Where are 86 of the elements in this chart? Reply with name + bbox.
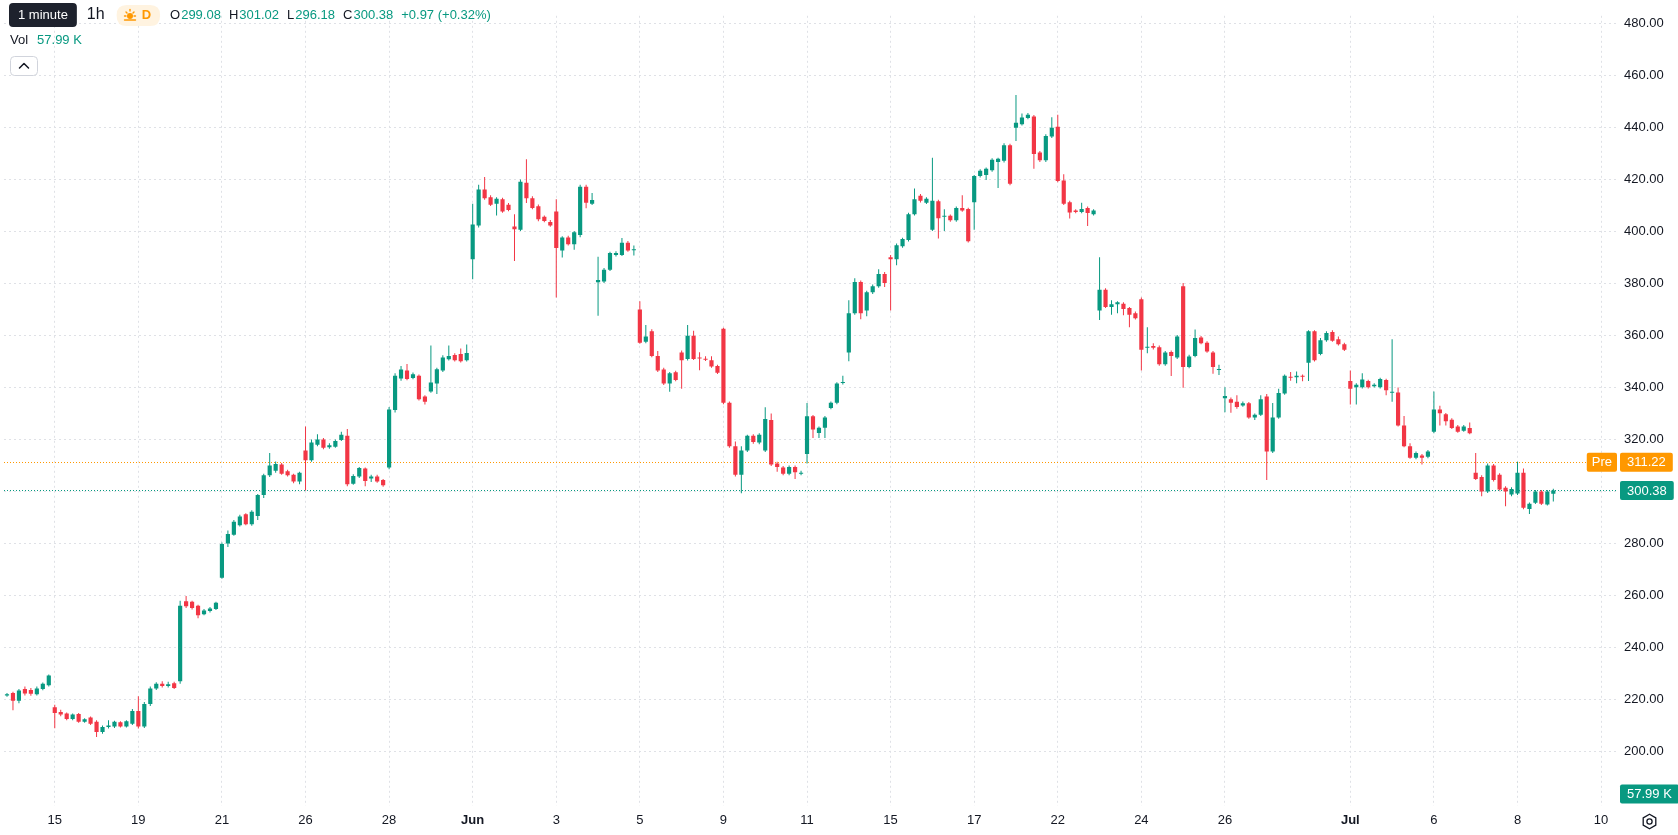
candlestick [494, 197, 499, 216]
candlestick [1288, 371, 1293, 381]
candlestick [303, 426, 308, 491]
candlestick [166, 681, 171, 688]
candlestick [595, 256, 601, 316]
text: 57.99 K [1626, 786, 1673, 802]
annotation: O299.08 [170, 6, 221, 22]
annotation: 1 minute [18, 6, 68, 22]
x-tick-label: 21 [214, 812, 230, 828]
candlestick [1103, 288, 1108, 308]
y-tick-label: 220.00 [1624, 691, 1664, 707]
x-tick-label: 24 [1134, 812, 1149, 828]
x-tick-label: 3 [552, 812, 560, 828]
y-tick-label: 260.00 [1624, 587, 1664, 603]
candlestick [1222, 387, 1228, 413]
candlestick [118, 721, 123, 728]
y-tick-label: 320.00 [1624, 431, 1664, 447]
y-tick-label: 360.00 [1624, 327, 1664, 343]
y-tick-label: 280.00 [1624, 535, 1664, 551]
candlestick [1013, 95, 1019, 142]
annotation: H301.02 [228, 6, 280, 22]
candlestick [100, 725, 105, 734]
annotation: L296.18 [287, 6, 336, 22]
candlestick [524, 159, 529, 203]
x-tick-label: 28 [381, 812, 397, 828]
y-tick-label: 240.00 [1624, 639, 1664, 655]
candlestick [4, 692, 10, 697]
candlestick [1300, 374, 1305, 382]
candlestick [512, 214, 517, 261]
x-tick-label: 26 [298, 812, 313, 828]
y-tick-label: 380.00 [1624, 275, 1664, 291]
candlestick [297, 471, 302, 485]
candlestick [1151, 343, 1156, 350]
candlestick [918, 194, 923, 203]
x-tick-label: 9 [719, 812, 728, 828]
candlestick [1527, 502, 1532, 515]
y-tick-label: 460.00 [1624, 67, 1664, 83]
candlestick [703, 356, 708, 361]
candlestick [942, 209, 947, 232]
candlestick [518, 179, 523, 232]
x-tick-label: Jun [461, 812, 485, 828]
candlestick [1145, 327, 1150, 354]
candlestick [1461, 424, 1466, 432]
candlestick [1390, 339, 1395, 402]
annotation: C300.38 [343, 6, 394, 22]
annotation: Vol [10, 31, 29, 47]
candlestick [1097, 257, 1102, 320]
x-tick-label: 6 [1430, 812, 1438, 828]
candlestick [1324, 331, 1329, 342]
candlestick [1228, 397, 1233, 413]
candlestick [1306, 330, 1311, 382]
candlestick [888, 254, 893, 311]
y-tick-label: 340.00 [1624, 379, 1664, 395]
x-tick-label: 5 [636, 812, 644, 828]
x-tick-label: 15 [883, 812, 898, 828]
candlestick [1312, 330, 1317, 362]
chart-title: 1h [86, 5, 105, 23]
y-tick-label: 440.00 [1624, 119, 1664, 135]
candlestick [995, 157, 1001, 188]
candlestick [912, 188, 917, 216]
ref-line-label: Pre 311.22 [1591, 454, 1666, 470]
x-tick-label: 22 [1050, 812, 1066, 828]
candlestick [1073, 209, 1078, 214]
x-tick-label: 10 [1593, 812, 1609, 828]
candlestick [291, 473, 296, 484]
y-tick-label: 400.00 [1624, 223, 1664, 239]
x-tick-label: 17 [966, 812, 982, 828]
chart-subtitle: D [141, 6, 152, 22]
candlestick [1109, 300, 1114, 315]
ref-line-label: 300.38 [1627, 482, 1667, 498]
y-tick-label: 420.00 [1624, 171, 1664, 187]
y-tick-label: 200.00 [1624, 742, 1664, 758]
candlestick [1521, 468, 1526, 510]
annotation: +0.97 (+0.32%) [401, 6, 491, 22]
x-tick-label: 15 [47, 812, 62, 828]
annotation: 57.99 K [37, 31, 83, 47]
x-tick-label: 26 [1217, 812, 1233, 828]
candlestick [1318, 338, 1323, 356]
x-tick-label: 8 [1513, 812, 1522, 828]
candlestick [321, 437, 326, 450]
candlestick [709, 356, 714, 368]
x-tick-label: Jul [1340, 812, 1360, 828]
x-tick-label: 19 [131, 812, 146, 828]
candlestick [1115, 301, 1120, 314]
y-tick-label: 480.00 [1624, 15, 1664, 31]
x-tick-label: 11 [800, 812, 814, 828]
